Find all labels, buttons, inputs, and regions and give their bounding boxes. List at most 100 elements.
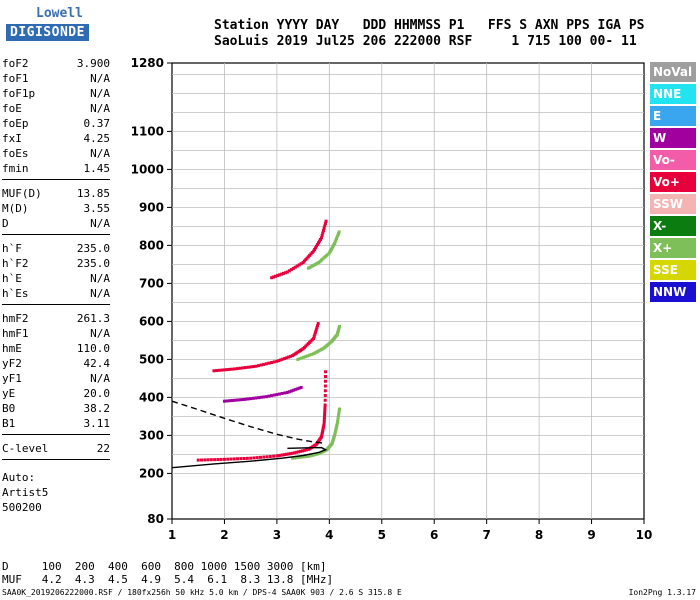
param-row: h`F2 235.0 (2, 256, 110, 271)
trace-point (316, 242, 320, 246)
y-tick-label: 80 (147, 512, 164, 526)
auto-program: Artist5 (2, 486, 49, 499)
trace-point (300, 356, 304, 360)
muf-row: MUF 4.2 4.3 4.5 4.9 5.4 6.1 8.3 13.8 [MH… (2, 573, 334, 586)
param-name: MUF(D) (2, 187, 42, 200)
trace-point (337, 407, 341, 411)
legend-item: Vo- (650, 150, 696, 170)
trace-point (230, 398, 234, 402)
trace-point (287, 452, 291, 456)
trace-point (293, 265, 297, 269)
param-value: 235.0 (76, 242, 110, 255)
trace-point (291, 266, 295, 270)
trace-point (196, 458, 200, 462)
trace-point (279, 453, 283, 457)
trace-point (297, 263, 301, 267)
trace-point (287, 355, 291, 359)
trace-point (225, 368, 229, 372)
trace-point (334, 238, 338, 242)
plot-frame (171, 62, 645, 520)
trace-point (203, 458, 207, 462)
param-row: fmin 1.45 (2, 161, 110, 176)
trace-point (323, 413, 327, 416)
profile-dashed-curve (171, 400, 326, 445)
trace-point (322, 417, 326, 421)
param-name: M(D) (2, 202, 29, 215)
param-name: foF1p (2, 87, 36, 100)
trace-point (322, 415, 326, 419)
trace-point (206, 458, 210, 462)
trace-point (300, 449, 304, 453)
trace-point (310, 352, 314, 356)
y-tick-label: 600 (139, 314, 164, 328)
trace-point (225, 399, 229, 403)
param-value: N/A (90, 327, 110, 340)
trace-point (238, 398, 242, 402)
trace-point (279, 358, 283, 362)
x-tick-label: 10 (636, 528, 653, 542)
trace-point (228, 399, 232, 403)
trace-point (302, 448, 306, 452)
trace-point (335, 235, 339, 239)
trace-point (304, 355, 308, 359)
trace-point (313, 332, 317, 336)
logo-text-digisonde: DIGISONDE (6, 24, 89, 41)
param-value: 235.0 (76, 257, 110, 270)
trace-point (297, 455, 301, 459)
param-value: 1.45 (83, 162, 111, 175)
trace-point (323, 408, 327, 412)
param-name: h`F2 (2, 257, 29, 270)
trace-point (264, 395, 268, 399)
trace-point (298, 449, 302, 453)
trace-point (336, 418, 340, 422)
trace-point (232, 457, 236, 461)
trace-point (304, 448, 308, 452)
trace-point (312, 334, 316, 338)
trace-point (222, 399, 226, 403)
trace-point (337, 232, 341, 236)
param-name: B0 (2, 402, 16, 415)
trace-point (276, 274, 280, 278)
param-name: foEp (2, 117, 29, 130)
trace-point (283, 356, 287, 360)
param-value: 20.0 (83, 387, 111, 400)
trace-point (245, 456, 249, 460)
trace-point (285, 452, 289, 456)
param-value: N/A (90, 102, 110, 115)
trace-point (278, 273, 282, 277)
trace-point (285, 390, 289, 394)
trace-point (337, 411, 341, 415)
trace-point (324, 219, 328, 223)
param-name: hmF1 (2, 327, 29, 340)
param-value: 3.900 (76, 57, 110, 70)
header-line-2: SaoLuis 2019 Jul25 206 222000 RSF 1 715 … (214, 34, 637, 49)
legend-item: NoVal (650, 62, 696, 82)
trace-point (321, 427, 325, 431)
trace-point (222, 368, 226, 372)
trace-point (283, 391, 287, 395)
trace-point (259, 363, 263, 367)
trace-point (314, 330, 318, 334)
param-name: yE (2, 387, 16, 400)
trace-point (272, 360, 276, 364)
trace-point (267, 394, 271, 398)
version-footer: Ion2Png 1.3.17 (628, 588, 696, 597)
y-tick-label: 500 (139, 352, 164, 366)
trace-point (274, 274, 278, 278)
trace-point (333, 240, 337, 244)
param-group-muf: MUF(D) 13.85 M(D) 3.55 D N/A (2, 186, 110, 231)
trace-point (320, 433, 324, 437)
trace-point (272, 454, 276, 458)
param-row: fxI 4.25 (2, 131, 110, 146)
trace-point (215, 369, 219, 373)
param-name: foEs (2, 147, 29, 160)
trace-point (322, 422, 326, 426)
trace-point (300, 455, 304, 459)
trace-point (302, 455, 306, 459)
trace-point (335, 237, 339, 241)
trace-point (299, 262, 303, 266)
auto-version: 500200 (2, 501, 42, 514)
param-value: N/A (90, 372, 110, 385)
trace-point (236, 367, 240, 371)
trace-point (283, 453, 287, 457)
